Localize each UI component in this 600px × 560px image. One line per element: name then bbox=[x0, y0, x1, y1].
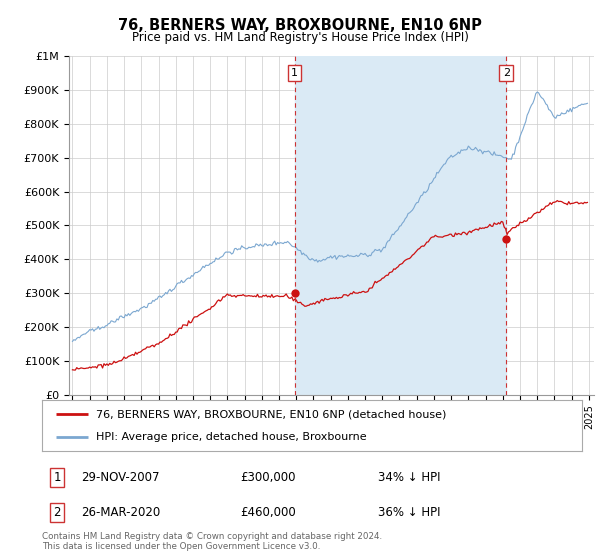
Text: HPI: Average price, detached house, Broxbourne: HPI: Average price, detached house, Brox… bbox=[96, 432, 367, 442]
Text: 1: 1 bbox=[53, 470, 61, 484]
Text: 76, BERNERS WAY, BROXBOURNE, EN10 6NP (detached house): 76, BERNERS WAY, BROXBOURNE, EN10 6NP (d… bbox=[96, 409, 446, 419]
Text: £300,000: £300,000 bbox=[240, 470, 296, 484]
Text: 2: 2 bbox=[53, 506, 61, 519]
Text: 29-NOV-2007: 29-NOV-2007 bbox=[81, 470, 160, 484]
Bar bbox=[295, 56, 506, 395]
Text: 1: 1 bbox=[291, 68, 298, 78]
Text: 2: 2 bbox=[503, 68, 510, 78]
Text: 26-MAR-2020: 26-MAR-2020 bbox=[81, 506, 160, 519]
Text: 34% ↓ HPI: 34% ↓ HPI bbox=[378, 470, 440, 484]
Text: Contains HM Land Registry data © Crown copyright and database right 2024.
This d: Contains HM Land Registry data © Crown c… bbox=[42, 532, 382, 552]
Text: 76, BERNERS WAY, BROXBOURNE, EN10 6NP: 76, BERNERS WAY, BROXBOURNE, EN10 6NP bbox=[118, 18, 482, 33]
Text: £460,000: £460,000 bbox=[240, 506, 296, 519]
Text: 36% ↓ HPI: 36% ↓ HPI bbox=[378, 506, 440, 519]
Text: Price paid vs. HM Land Registry's House Price Index (HPI): Price paid vs. HM Land Registry's House … bbox=[131, 31, 469, 44]
